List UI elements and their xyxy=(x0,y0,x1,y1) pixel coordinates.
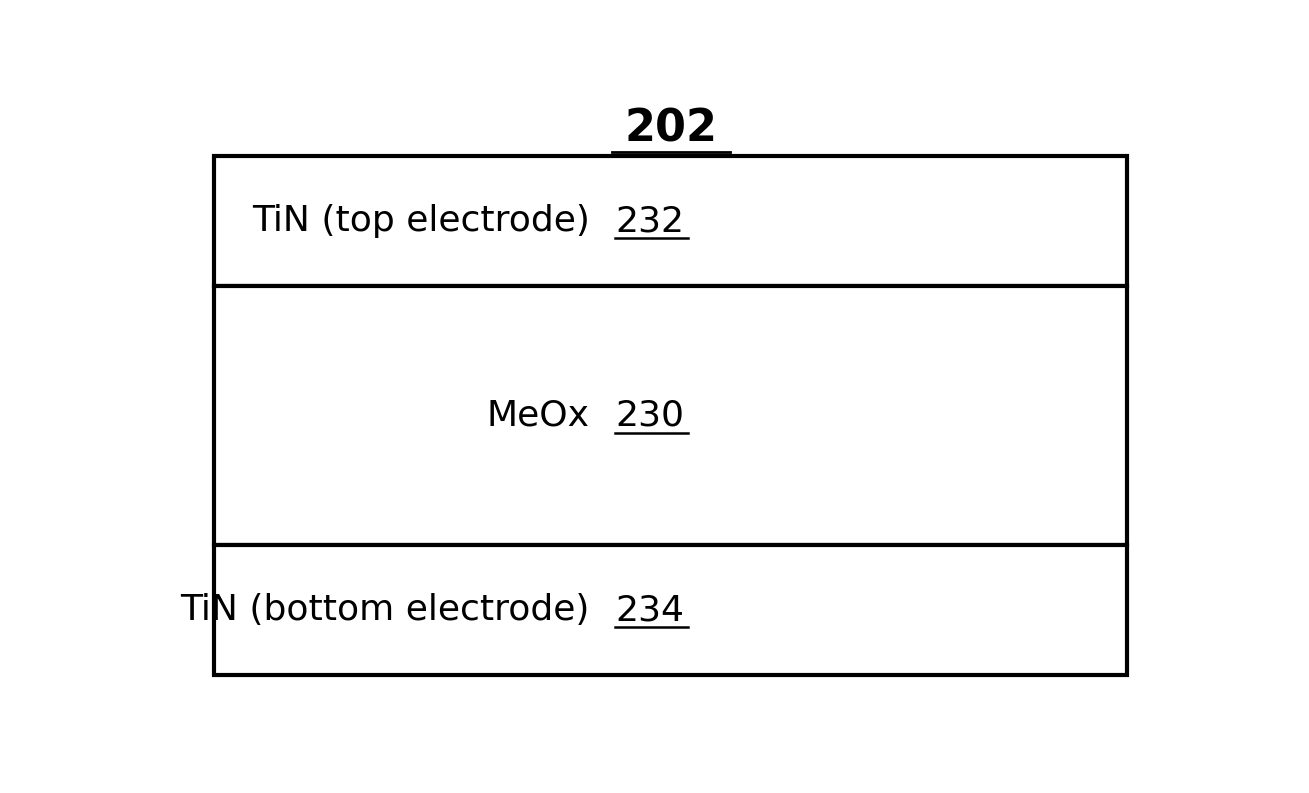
Text: 232: 232 xyxy=(615,204,685,238)
Bar xyxy=(215,286,1127,546)
Text: TiN (bottom electrode): TiN (bottom electrode) xyxy=(181,593,589,627)
Bar xyxy=(215,546,1127,676)
Bar xyxy=(215,156,1127,286)
Text: 234: 234 xyxy=(615,593,685,627)
Text: TiN (top electrode): TiN (top electrode) xyxy=(251,204,589,238)
Text: MeOx: MeOx xyxy=(487,399,589,433)
Text: 230: 230 xyxy=(615,399,685,433)
Text: 202: 202 xyxy=(624,107,717,150)
